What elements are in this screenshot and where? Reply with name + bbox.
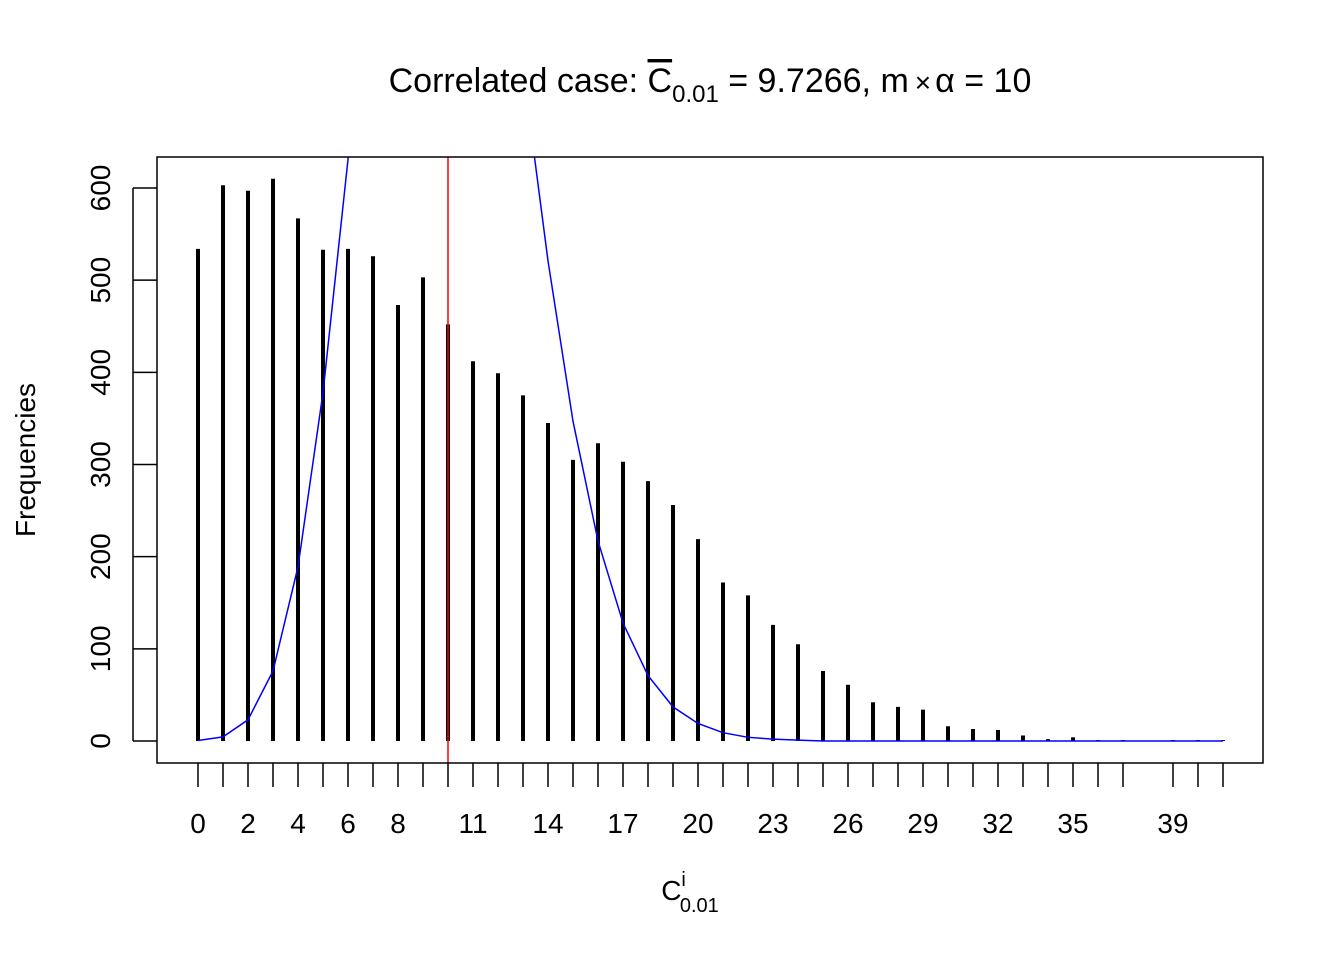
x-tick-label: 14 bbox=[532, 808, 563, 839]
x-tick-label: 39 bbox=[1157, 808, 1188, 839]
title-c-bar: C bbox=[648, 62, 673, 100]
x-tick-label: 17 bbox=[607, 808, 638, 839]
x-tick-label: 20 bbox=[682, 808, 713, 839]
y-tick-label: 600 bbox=[85, 165, 116, 212]
y-axis-label: Frequencies bbox=[10, 383, 41, 537]
x-tick-label: 6 bbox=[340, 808, 356, 839]
x-tick-label: 23 bbox=[757, 808, 788, 839]
y-tick-label: 400 bbox=[85, 349, 116, 396]
y-tick-label: 100 bbox=[85, 625, 116, 672]
chart-title: Correlated case: C0.01 = 9.7266, m × α = 1… bbox=[389, 62, 1032, 108]
x-tick-label: 0 bbox=[190, 808, 206, 839]
x-axis-label: Ci 0.01 bbox=[661, 869, 719, 917]
poisson-curve bbox=[197, 157, 1223, 742]
x-tick-label: 11 bbox=[458, 808, 487, 839]
y-axis: 0 100 200 300 400 500 600 bbox=[85, 165, 157, 749]
x-tick-label: 2 bbox=[240, 808, 256, 839]
y-tick-label: 500 bbox=[85, 257, 116, 304]
x-tick-label: 32 bbox=[982, 808, 1013, 839]
x-tick-label: 35 bbox=[1057, 808, 1088, 839]
y-tick-label: 0 bbox=[85, 733, 116, 749]
x-tick-label: 4 bbox=[290, 808, 306, 839]
x-tick-label: 8 bbox=[390, 808, 406, 839]
y-tick-label: 200 bbox=[85, 533, 116, 580]
x-tick-label: 26 bbox=[832, 808, 863, 839]
x-axis: 0 2 4 6 8 11 14 17 20 23 26 29 32 35 39 bbox=[190, 763, 1224, 839]
plot-area bbox=[196, 157, 1225, 763]
plot-frame bbox=[156, 156, 1264, 764]
y-tick-label: 300 bbox=[85, 441, 116, 488]
x-tick-label: 29 bbox=[907, 808, 938, 839]
